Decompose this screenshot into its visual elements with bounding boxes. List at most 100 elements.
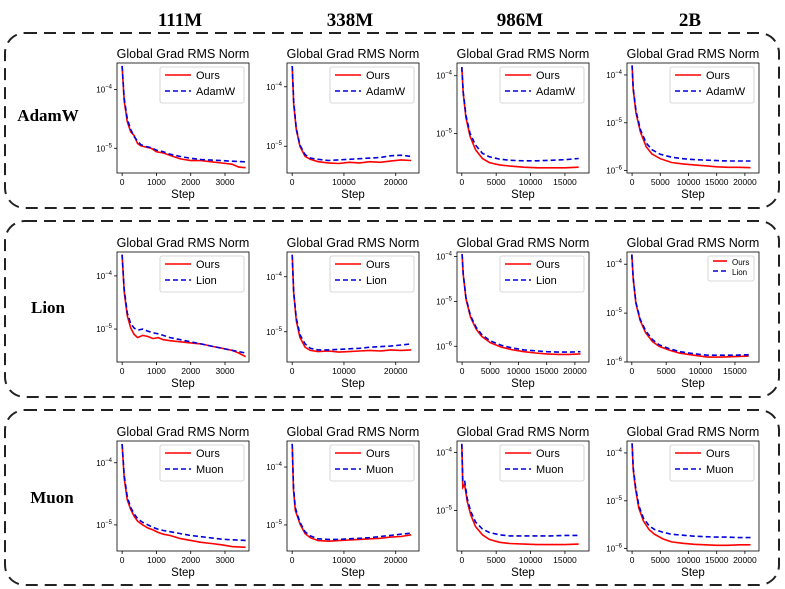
- legend-label: Lion: [196, 275, 217, 287]
- x-tick-label: 1000: [147, 366, 166, 376]
- subplot-title: Global Grad RMS Norm: [627, 425, 760, 439]
- legend-box: [669, 444, 755, 482]
- subplot: Global Grad RMS Norm 0 5000 10000 15000 10−5 1…: [436, 425, 590, 579]
- x-tick-label: 1000: [147, 555, 166, 565]
- x-tick-label: 10000: [507, 366, 531, 376]
- x-tick-label: 5000: [481, 366, 500, 376]
- x-axis-label: Step: [171, 189, 195, 201]
- x-axis-label: Step: [341, 378, 365, 390]
- legend-box: [499, 444, 585, 482]
- series-line-baseline: [121, 65, 246, 163]
- subplot: Global Grad RMS Norm 0 10000 20000 10−5 10−4 S…: [266, 425, 420, 579]
- series-line-baseline: [631, 443, 751, 539]
- y-tick-label: 10−5: [266, 141, 282, 151]
- x-tick-label: 10000: [519, 555, 543, 565]
- legend-label: Ours: [706, 448, 730, 460]
- x-tick-label: 10000: [332, 366, 356, 376]
- legend-box: [159, 444, 245, 482]
- x-tick-label: 5000: [651, 555, 670, 565]
- legend-label: AdamW: [196, 86, 236, 98]
- x-tick-label: 20000: [563, 366, 587, 376]
- plot-frame: [626, 440, 760, 552]
- subplot: Global Grad RMS Norm 0 1000 2000 3000 10−5 10−…: [96, 425, 250, 579]
- x-tick-label: 15000: [723, 366, 747, 376]
- y-tick-label: 10−5: [266, 327, 282, 337]
- x-tick-label: 0: [460, 366, 465, 376]
- x-tick-label: 5000: [487, 177, 506, 187]
- x-tick-label: 0: [290, 555, 295, 565]
- y-tick-label: 10−4: [606, 448, 622, 458]
- plot-frame: [286, 440, 420, 552]
- y-tick-label: 10−4: [266, 82, 282, 92]
- legend-label: AdamW: [366, 86, 406, 98]
- y-tick-label: 10−4: [436, 251, 452, 261]
- legend-label: Muon: [366, 464, 394, 476]
- y-tick-label: 10−4: [96, 458, 112, 468]
- legend-label: Lion: [732, 268, 747, 277]
- legend-label: Ours: [196, 259, 220, 271]
- plot-frame: [626, 251, 760, 363]
- y-tick-label: 10−4: [606, 259, 622, 269]
- y-tick-label: 10−6: [606, 357, 622, 367]
- y-tick-label: 10−6: [606, 166, 622, 176]
- x-tick-label: 2000: [181, 366, 200, 376]
- x-tick-label: 10000: [677, 177, 701, 187]
- x-tick-label: 10000: [689, 366, 713, 376]
- y-tick-label: 10−6: [436, 341, 452, 351]
- subplot-grid: Global Grad RMS Norm 0 1000 2000 3000 10−5 10−…: [96, 47, 760, 579]
- x-tick-label: 0: [120, 555, 125, 565]
- subplot-title: Global Grad RMS Norm: [457, 425, 590, 439]
- x-tick-label: 0: [290, 366, 295, 376]
- row-label: AdamW: [17, 106, 78, 125]
- legend-label: Ours: [536, 448, 560, 460]
- series-line-baseline: [461, 443, 579, 537]
- series-line-ours: [631, 65, 751, 169]
- x-tick-label: 3000: [216, 177, 235, 187]
- y-tick-label: 10−4: [266, 272, 282, 282]
- column-header: 338M: [327, 10, 374, 31]
- subplot-title: Global Grad RMS Norm: [457, 47, 590, 61]
- plot-frame: [456, 62, 590, 174]
- legend-label: Ours: [366, 259, 390, 271]
- x-axis-label: Step: [171, 567, 195, 579]
- plot-frame: [456, 251, 590, 363]
- series-line-baseline: [121, 444, 246, 542]
- legend-label: Lion: [366, 275, 387, 287]
- x-axis-label: Step: [681, 378, 705, 390]
- y-tick-label: 10−5: [266, 520, 282, 530]
- subplot: Global Grad RMS Norm 0 5000 10000 15000 10−6 1…: [606, 236, 760, 390]
- subplot: Global Grad RMS Norm 0 1000 2000 3000 10−5 10−…: [96, 236, 250, 390]
- subplot: Global Grad RMS Norm 0 1000 2000 3000 10−5 10−…: [96, 47, 250, 201]
- x-tick-label: 20000: [733, 555, 757, 565]
- column-header: 111M: [158, 10, 202, 31]
- x-tick-label: 0: [630, 177, 635, 187]
- x-tick-label: 10000: [519, 177, 543, 187]
- x-tick-label: 15000: [553, 555, 577, 565]
- column-header: 2B: [679, 10, 702, 31]
- x-tick-label: 15000: [705, 177, 729, 187]
- y-tick-label: 10−5: [96, 324, 112, 334]
- subplot: Global Grad RMS Norm 0 10000 20000 10−5 10−4 S…: [266, 236, 420, 390]
- row-label: Lion: [31, 298, 66, 317]
- x-tick-label: 5000: [487, 555, 506, 565]
- subplot-title: Global Grad RMS Norm: [287, 47, 420, 61]
- subplot-title: Global Grad RMS Norm: [457, 236, 590, 250]
- x-tick-label: 2000: [181, 555, 200, 565]
- x-axis-label: Step: [511, 378, 535, 390]
- legend-label: Ours: [732, 258, 749, 267]
- legend-box: [159, 66, 245, 104]
- legend-label: Muon: [536, 464, 564, 476]
- y-tick-label: 10−6: [606, 544, 622, 554]
- legend-label: Ours: [196, 448, 220, 460]
- legend-box: [329, 255, 415, 293]
- series-line-baseline: [291, 254, 412, 351]
- x-tick-label: 5000: [657, 366, 676, 376]
- x-tick-label: 0: [120, 177, 125, 187]
- x-axis-label: Step: [681, 567, 705, 579]
- legend-label: Ours: [196, 70, 220, 82]
- y-tick-label: 10−5: [436, 129, 452, 139]
- legend-box: [159, 255, 245, 293]
- legend-label: Ours: [366, 70, 390, 82]
- x-tick-label: 10000: [332, 177, 356, 187]
- row-frame-lion: [4, 220, 780, 398]
